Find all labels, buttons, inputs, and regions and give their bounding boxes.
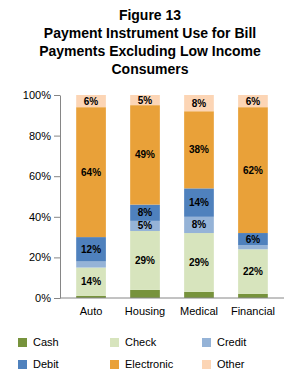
bar-segment xyxy=(130,290,160,298)
data-label: 29% xyxy=(135,255,155,266)
data-label: 6% xyxy=(84,96,99,107)
data-label: 64% xyxy=(81,167,101,178)
tick-label: 100% xyxy=(23,89,51,101)
tick: 60% xyxy=(29,170,60,182)
bar-segment xyxy=(130,231,160,290)
tick-mark xyxy=(54,298,60,299)
legend-item: Cash xyxy=(18,336,59,348)
data-label: 29% xyxy=(189,257,209,268)
tick-label: Housing xyxy=(125,305,165,317)
series xyxy=(76,105,268,237)
tick: 80% xyxy=(29,130,60,142)
tick: 20% xyxy=(29,251,60,263)
bar-segment xyxy=(76,268,106,296)
tick: Medical xyxy=(180,305,218,317)
tick-label: Financial xyxy=(231,305,275,317)
bar-segment xyxy=(238,249,268,294)
tick: 0% xyxy=(35,292,60,304)
tick-label: 60% xyxy=(29,170,51,182)
tick-label: Auto xyxy=(80,305,103,317)
tick-label: 40% xyxy=(29,211,51,223)
bar-segment xyxy=(184,95,214,111)
bar-segment xyxy=(130,95,160,105)
legend-swatch xyxy=(110,360,119,369)
legend-swatch xyxy=(18,338,27,347)
data-label: 8% xyxy=(138,207,153,218)
bar-segment xyxy=(130,105,160,204)
legend-item: Check xyxy=(110,336,157,348)
data-label: 14% xyxy=(81,276,101,287)
legend-swatch xyxy=(110,338,119,347)
tick-mark xyxy=(54,217,60,218)
legend-swatch xyxy=(18,360,27,369)
title: Figure 13 xyxy=(119,7,181,23)
bar-segment xyxy=(76,107,106,237)
tick-mark xyxy=(54,95,60,96)
legend: Cash Check Credit Debit Electronic Other xyxy=(18,336,246,370)
legend-swatch xyxy=(202,360,211,369)
tick: Auto xyxy=(80,305,103,317)
data-label: 5% xyxy=(138,95,153,106)
y-axis: 0% 20% 40% 60% 80% 100% xyxy=(23,89,61,304)
data-label: 8% xyxy=(192,98,207,109)
tick-label: 80% xyxy=(29,130,51,142)
data-label: 14% xyxy=(189,197,209,208)
bar-segment xyxy=(238,107,268,233)
legend-swatch xyxy=(202,338,211,347)
tick-label: 0% xyxy=(35,292,51,304)
bar-segment xyxy=(184,188,214,216)
tick: 100% xyxy=(23,89,60,101)
data-label: 12% xyxy=(81,244,101,255)
legend-item: Other xyxy=(202,358,245,370)
axis-line xyxy=(60,96,61,299)
legend-label: Debit xyxy=(33,358,59,370)
data-label: 49% xyxy=(135,149,155,160)
legend-label: Credit xyxy=(217,336,246,348)
data-label: 6% xyxy=(246,96,261,107)
bar-segment xyxy=(184,111,214,188)
bar-segment xyxy=(238,95,268,107)
data-label: 5% xyxy=(138,220,153,231)
tick-label: Medical xyxy=(180,305,218,317)
bar-segment xyxy=(238,245,268,249)
tick: Financial xyxy=(231,305,275,317)
axis-line xyxy=(60,298,284,299)
bar-segment xyxy=(238,294,268,298)
bar-segment xyxy=(130,205,160,221)
legend-item: Credit xyxy=(202,336,246,348)
bars xyxy=(76,95,268,298)
chart: Figure 13 Payment Instrument Use for Bill… xyxy=(0,0,296,383)
tick-mark xyxy=(54,257,60,258)
subtitle: Payment Instrument Use for BillPayments … xyxy=(39,25,261,77)
bar-segment xyxy=(76,95,106,107)
bar-segment xyxy=(184,292,214,298)
legend-label: Electronic xyxy=(125,358,174,370)
bar-segment xyxy=(76,237,106,261)
bar-segment xyxy=(76,261,106,267)
bar-segment xyxy=(130,221,160,231)
data-label: 8% xyxy=(192,219,207,230)
series xyxy=(76,95,268,111)
legend-label: Other xyxy=(217,358,245,370)
x-axis: Auto Housing Medical Financial xyxy=(60,298,284,317)
data-label: 6% xyxy=(246,234,261,245)
data-label: 62% xyxy=(243,165,263,176)
legend-item: Debit xyxy=(18,358,59,370)
data-label: 22% xyxy=(243,266,263,277)
legend-label: Check xyxy=(125,336,157,348)
tick-mark xyxy=(54,136,60,137)
tick-label: 20% xyxy=(29,251,51,263)
data-label: 38% xyxy=(189,144,209,155)
legend-label: Cash xyxy=(33,336,59,348)
legend-item: Electronic xyxy=(110,358,174,370)
bar-segment xyxy=(184,217,214,233)
data-labels: 14% 29% 29% 22% 5% 8% 12% 8% 14% 6% 64% 49% 38% 62% 6%… xyxy=(81,95,263,288)
tick: 40% xyxy=(29,211,60,223)
bar-segment xyxy=(184,233,214,292)
tick-mark xyxy=(54,176,60,177)
tick: Housing xyxy=(125,305,165,317)
series xyxy=(76,231,268,296)
bar-segment xyxy=(238,233,268,245)
